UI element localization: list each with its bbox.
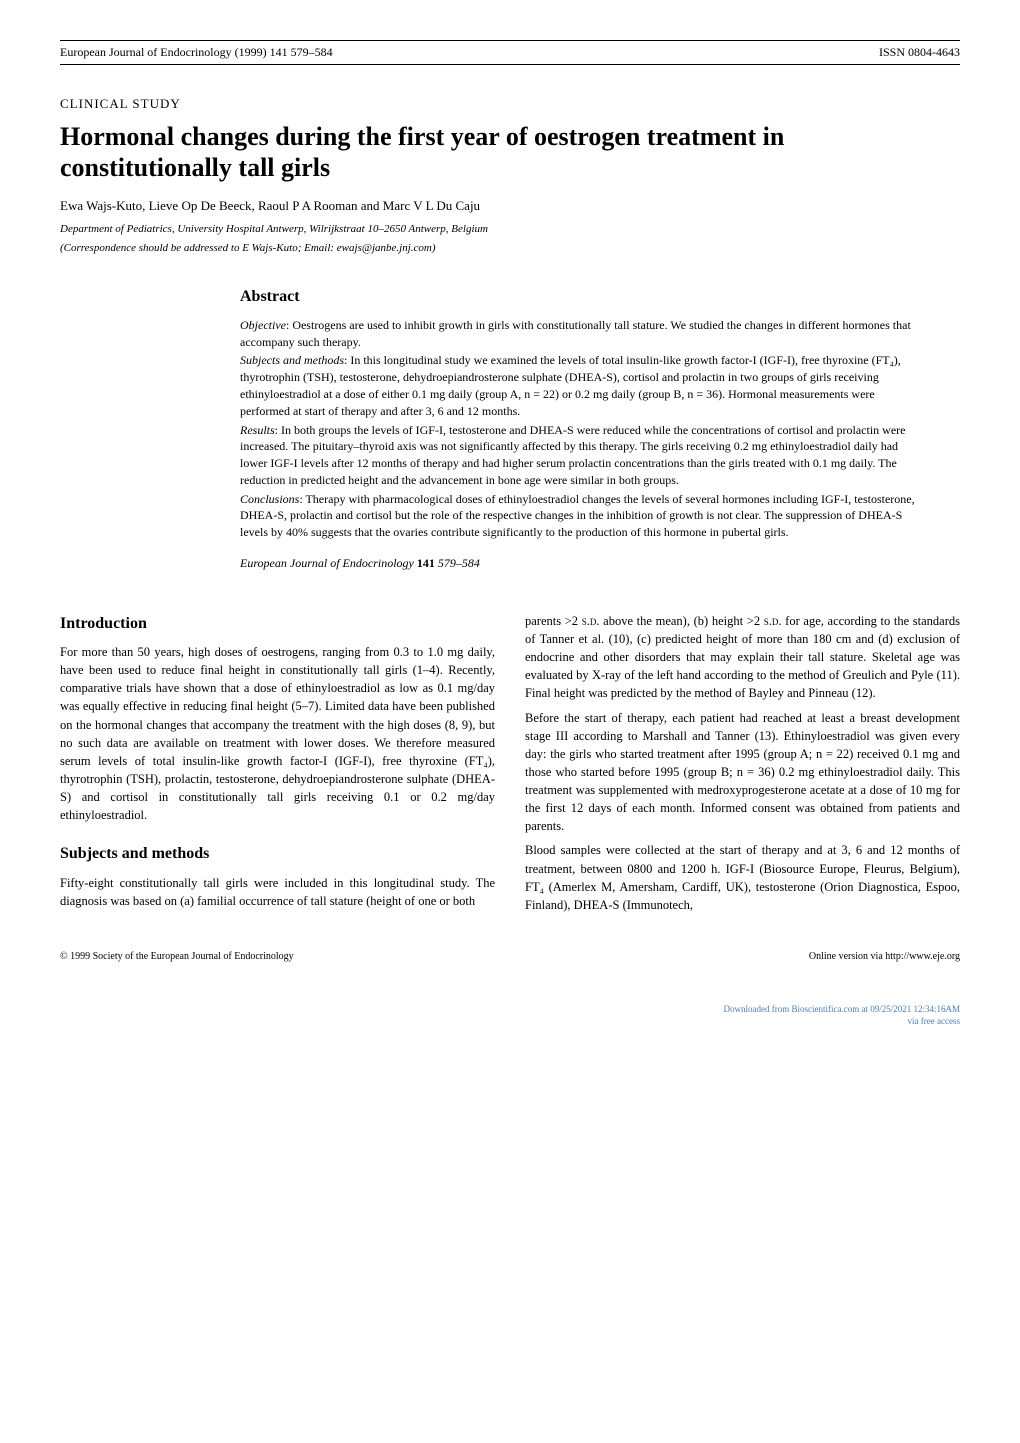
download-note: Downloaded from Bioscientifica.com at 09… [60,1004,960,1027]
body-columns: Introduction For more than 50 years, hig… [60,612,960,920]
correspondence: (Correspondence should be addressed to E… [60,241,960,256]
right-column: parents >2 s.d. above the mean), (b) hei… [525,612,960,920]
intro-text: For more than 50 years, high doses of oe… [60,643,495,824]
abstract-objective: Objective: Oestrogens are used to inhibi… [240,317,920,351]
abstract-heading: Abstract [240,286,920,308]
results-label: Results [240,423,275,437]
abstract-conclusions: Conclusions: Therapy with pharmacologica… [240,491,920,541]
conclusions-text: : Therapy with pharmacological doses of … [240,492,915,540]
footer-copyright: © 1999 Society of the European Journal o… [60,950,294,964]
issn: ISSN 0804-4643 [879,44,960,61]
objective-label: Objective [240,318,286,332]
subjects-p1: Fifty-eight constitutionally tall girls … [60,874,495,910]
results-text: : In both groups the levels of IGF-I, te… [240,423,905,487]
subjects-p4: Blood samples were collected at the star… [525,841,960,914]
journal-ref-pages: 579–584 [438,556,480,570]
abstract-block: Abstract Objective: Oestrogens are used … [240,286,920,572]
journal-ref-name: European Journal of Endocrinology [240,556,414,570]
objective-text: : Oestrogens are used to inhibit growth … [240,318,911,349]
abstract-subjects: Subjects and methods: In this longitudin… [240,352,920,419]
subjects-p2: parents >2 s.d. above the mean), (b) hei… [525,612,960,703]
download-line2: via free access [60,1016,960,1028]
article-title: Hormonal changes during the first year o… [60,121,960,183]
page-footer: © 1999 Society of the European Journal o… [60,950,960,964]
intro-heading: Introduction [60,612,495,635]
header-bar: European Journal of Endocrinology (1999)… [60,40,960,65]
abstract-results: Results: In both groups the levels of IG… [240,422,920,489]
abstract-body: Objective: Oestrogens are used to inhibi… [240,317,920,572]
journal-issue: European Journal of Endocrinology (1999)… [60,44,333,61]
authors: Ewa Wajs-Kuto, Lieve Op De Beeck, Raoul … [60,197,960,215]
footer-online: Online version via http://www.eje.org [809,950,960,964]
affiliation: Department of Pediatrics, University Hos… [60,222,960,237]
download-line1: Downloaded from Bioscientifica.com at 09… [60,1004,960,1016]
conclusions-label: Conclusions [240,492,299,506]
study-type: CLINICAL STUDY [60,95,960,113]
journal-reference: European Journal of Endocrinology 141 57… [240,555,920,572]
journal-ref-vol: 141 [417,556,435,570]
left-column: Introduction For more than 50 years, hig… [60,612,495,920]
subjects-p3: Before the start of therapy, each patien… [525,709,960,836]
subjects-label: Subjects and methods [240,353,344,367]
subjects-heading: Subjects and methods [60,842,495,865]
